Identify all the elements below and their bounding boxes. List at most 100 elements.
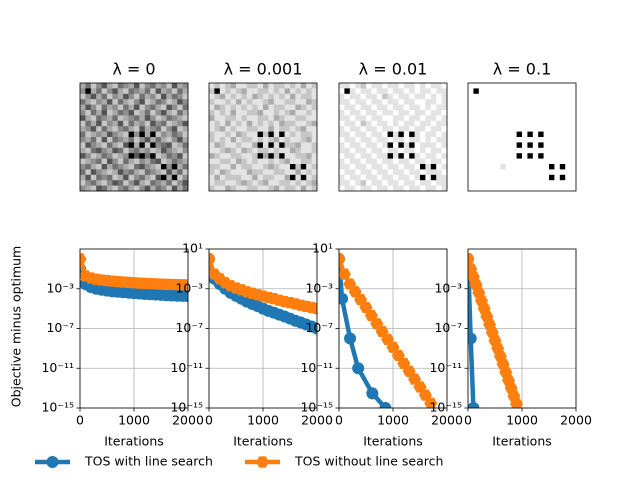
heatmap-cell — [382, 158, 388, 165]
y-tick-label: 10⁻³ — [46, 280, 74, 295]
heatmap-cell — [436, 88, 442, 95]
heatmap-cell — [500, 169, 507, 176]
heatmap-cell — [300, 158, 307, 165]
heatmap-cell — [177, 104, 183, 111]
heatmap-cell — [284, 158, 291, 165]
heatmap-cell — [495, 115, 501, 122]
heatmap-cell — [96, 99, 102, 105]
heatmap-cell — [182, 115, 189, 122]
heatmap-cell — [134, 164, 140, 170]
heatmap-cell — [90, 104, 97, 111]
heatmap-cell — [570, 104, 577, 111]
heatmap-cell — [559, 104, 566, 111]
heatmap-cell — [85, 131, 92, 138]
heatmap-cell — [570, 147, 577, 154]
marker — [310, 303, 317, 315]
heatmap-cell — [252, 110, 258, 116]
heatmap-cell — [366, 99, 372, 105]
heatmap-cell — [290, 131, 296, 138]
heatmap-cell — [516, 185, 523, 192]
x-axis-label: Iterations — [363, 434, 423, 449]
heatmap-cell — [366, 120, 372, 127]
marker — [311, 322, 317, 335]
heatmap-cell — [495, 110, 501, 116]
heatmap-cell — [393, 174, 399, 181]
heatmap-cell — [117, 126, 124, 132]
heatmap-cell — [349, 83, 356, 89]
heatmap-cell — [246, 153, 253, 159]
heatmap-cell — [290, 147, 296, 154]
heatmap-cell — [101, 185, 108, 192]
heatmap-cell — [500, 158, 507, 165]
heatmap-cell — [409, 110, 415, 116]
heatmap-cell — [344, 99, 351, 105]
heatmap-cell — [387, 110, 394, 116]
heatmap-cell — [478, 158, 485, 165]
heatmap-cell — [505, 158, 512, 165]
heatmap-cell — [225, 185, 231, 192]
heatmap-cell — [80, 110, 86, 116]
heatmap-cell — [85, 185, 92, 192]
heatmap-cell — [117, 131, 124, 138]
heatmap-cell — [511, 93, 517, 100]
heatmap-cell — [382, 180, 388, 186]
heatmap-cell — [522, 104, 528, 111]
heatmap-cell — [478, 88, 485, 95]
heatmap-cell — [257, 99, 264, 105]
heatmap-cell — [123, 185, 129, 192]
heatmap-cell — [101, 110, 108, 116]
heatmap-cell — [209, 174, 215, 181]
heatmap-cell — [414, 158, 421, 165]
heatmap-cell — [252, 137, 258, 143]
heatmap-cell — [273, 126, 280, 132]
heatmap-cell — [128, 83, 135, 89]
chart-title: λ = 0.001 — [224, 60, 303, 79]
heatmap-cell — [349, 142, 356, 149]
heatmap-cell — [522, 88, 528, 95]
heatmap-cell — [155, 174, 162, 181]
heatmap-cell — [344, 164, 351, 170]
heatmap-cell — [96, 158, 102, 165]
heatmap-cell — [543, 88, 550, 95]
heatmap-cell — [516, 174, 523, 181]
heatmap-cell — [570, 93, 577, 100]
heatmap-cell — [311, 137, 318, 143]
heatmap-cell — [441, 169, 448, 176]
heatmap-cell — [295, 99, 302, 105]
heatmap-cell — [532, 158, 539, 165]
heatmap-cell — [290, 104, 296, 111]
heatmap-cell — [150, 180, 156, 186]
heatmap-cell — [236, 153, 242, 159]
heatmap-cell — [511, 164, 517, 170]
heatmap-cell — [355, 93, 361, 100]
heatmap-cell — [565, 169, 571, 176]
heatmap-cell — [112, 185, 119, 192]
heatmap-cell — [166, 88, 173, 95]
heatmap-cell — [382, 126, 388, 132]
heatmap-cell — [349, 99, 356, 105]
heatmap-cell — [219, 153, 226, 159]
heatmap-cell — [306, 180, 312, 186]
heatmap-cell — [565, 158, 571, 165]
heatmap-cell — [166, 120, 173, 127]
heatmap-cell — [150, 169, 156, 176]
heatmap-cell — [522, 93, 528, 100]
chart-title: λ = 0.1 — [493, 60, 552, 79]
heatmap-cell — [420, 142, 426, 149]
heatmap-cell — [565, 131, 571, 138]
heatmap-cell — [214, 120, 221, 127]
heatmap-cell — [171, 137, 178, 143]
heatmap-cell — [355, 120, 361, 127]
heatmap-cell — [355, 147, 361, 154]
heatmap-cell — [500, 131, 507, 138]
heatmap-cell — [273, 169, 280, 176]
plot-area — [468, 252, 524, 408]
heatmap-cell — [430, 185, 437, 192]
heatmap-cell — [241, 83, 248, 89]
heatmap-cell — [96, 120, 102, 127]
heatmap-cell — [500, 83, 507, 89]
heatmap-cell — [128, 126, 135, 132]
heatmap-cell — [101, 180, 108, 186]
heatmap-cell — [484, 147, 490, 154]
heatmap-cell — [252, 174, 258, 181]
